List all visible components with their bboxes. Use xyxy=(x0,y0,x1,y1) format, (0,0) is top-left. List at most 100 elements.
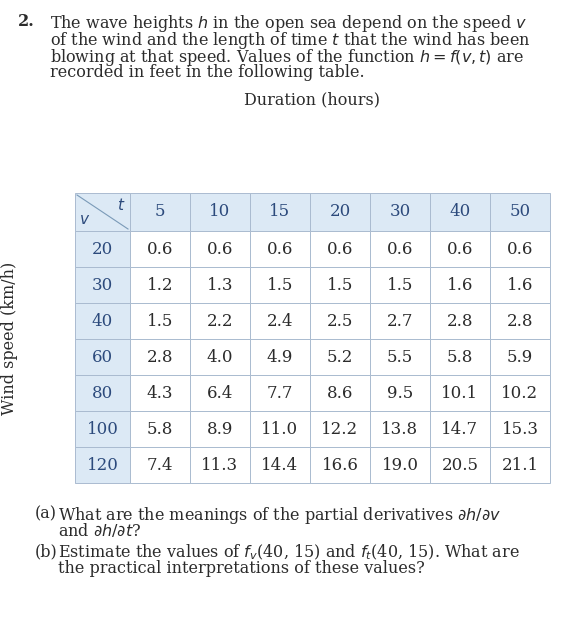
Text: 10.1: 10.1 xyxy=(442,384,479,401)
Bar xyxy=(430,193,490,231)
Bar xyxy=(310,303,370,339)
Text: 10.2: 10.2 xyxy=(501,384,539,401)
Text: 80: 80 xyxy=(92,384,113,401)
Text: 11.0: 11.0 xyxy=(261,421,299,437)
Bar xyxy=(490,193,550,231)
Bar xyxy=(430,375,490,411)
Text: 1.2: 1.2 xyxy=(147,277,173,293)
Text: 120: 120 xyxy=(86,457,118,473)
Bar xyxy=(370,267,430,303)
Text: 14.4: 14.4 xyxy=(261,457,299,473)
Text: Wind speed (km/h): Wind speed (km/h) xyxy=(2,262,19,415)
Text: 0.6: 0.6 xyxy=(507,240,533,257)
Bar xyxy=(310,375,370,411)
Text: 5.8: 5.8 xyxy=(147,421,173,437)
Text: blowing at that speed. Values of the function $h = f(v, t)$ are: blowing at that speed. Values of the fun… xyxy=(50,47,524,68)
Bar xyxy=(130,267,190,303)
Bar xyxy=(130,231,190,267)
Text: 5.2: 5.2 xyxy=(327,348,353,366)
Bar xyxy=(370,411,430,447)
Text: 2.8: 2.8 xyxy=(447,313,473,330)
Bar xyxy=(190,339,250,375)
Bar xyxy=(75,375,130,411)
Bar xyxy=(370,193,430,231)
Text: 2.5: 2.5 xyxy=(327,313,353,330)
Text: 5.8: 5.8 xyxy=(447,348,473,366)
Bar xyxy=(130,339,190,375)
Bar xyxy=(190,267,250,303)
Text: 2.4: 2.4 xyxy=(267,313,293,330)
Text: 11.3: 11.3 xyxy=(201,457,238,473)
Text: 14.7: 14.7 xyxy=(442,421,479,437)
Text: 30: 30 xyxy=(389,204,411,221)
Text: 4.0: 4.0 xyxy=(207,348,233,366)
Text: 2.2: 2.2 xyxy=(207,313,233,330)
Bar xyxy=(75,447,130,483)
Text: 7.4: 7.4 xyxy=(147,457,173,473)
Bar xyxy=(430,447,490,483)
Bar xyxy=(430,231,490,267)
Text: 4.9: 4.9 xyxy=(267,348,293,366)
Bar xyxy=(130,375,190,411)
Text: $v$: $v$ xyxy=(79,213,90,227)
Bar xyxy=(190,231,250,267)
Text: 100: 100 xyxy=(86,421,118,437)
Text: 1.3: 1.3 xyxy=(207,277,233,293)
Bar xyxy=(490,375,550,411)
Bar xyxy=(490,447,550,483)
Text: $t$: $t$ xyxy=(117,197,125,213)
Text: 1.5: 1.5 xyxy=(387,277,413,293)
Text: 30: 30 xyxy=(92,277,113,293)
Text: of the wind and the length of time $t$ that the wind has been: of the wind and the length of time $t$ t… xyxy=(50,30,531,51)
Bar xyxy=(75,193,130,231)
Text: The wave heights $h$ in the open sea depend on the speed $v$: The wave heights $h$ in the open sea dep… xyxy=(50,13,527,34)
Bar xyxy=(130,447,190,483)
Bar xyxy=(310,267,370,303)
Text: 5: 5 xyxy=(155,204,165,221)
Bar xyxy=(130,193,190,231)
Bar xyxy=(250,411,310,447)
Text: 5.9: 5.9 xyxy=(507,348,533,366)
Text: 1.5: 1.5 xyxy=(267,277,293,293)
Bar xyxy=(250,339,310,375)
Bar xyxy=(310,411,370,447)
Text: 1.6: 1.6 xyxy=(447,277,473,293)
Text: 2.7: 2.7 xyxy=(387,313,413,330)
Text: 16.6: 16.6 xyxy=(321,457,358,473)
Bar xyxy=(310,193,370,231)
Text: 21.1: 21.1 xyxy=(501,457,539,473)
Bar xyxy=(75,303,130,339)
Text: 20: 20 xyxy=(329,204,351,221)
Bar xyxy=(190,303,250,339)
Bar xyxy=(430,411,490,447)
Bar xyxy=(490,411,550,447)
Bar xyxy=(250,375,310,411)
Text: 7.7: 7.7 xyxy=(267,384,293,401)
Text: and $\partial h/\partial t$?: and $\partial h/\partial t$? xyxy=(58,522,142,540)
Text: 0.6: 0.6 xyxy=(327,240,353,257)
Bar xyxy=(370,231,430,267)
Text: 1.5: 1.5 xyxy=(327,277,353,293)
Text: the practical interpretations of these values?: the practical interpretations of these v… xyxy=(58,560,424,577)
Text: 10: 10 xyxy=(209,204,230,221)
Text: 9.5: 9.5 xyxy=(387,384,413,401)
Bar xyxy=(190,411,250,447)
Bar xyxy=(430,267,490,303)
Text: 0.6: 0.6 xyxy=(447,240,473,257)
Bar xyxy=(250,193,310,231)
Text: 1.5: 1.5 xyxy=(147,313,173,330)
Bar xyxy=(250,447,310,483)
Bar xyxy=(250,303,310,339)
Bar xyxy=(430,339,490,375)
Text: 15: 15 xyxy=(270,204,291,221)
Text: 12.2: 12.2 xyxy=(321,421,358,437)
Bar xyxy=(370,447,430,483)
Text: 4.3: 4.3 xyxy=(147,384,173,401)
Bar xyxy=(310,447,370,483)
Bar xyxy=(490,231,550,267)
Bar xyxy=(250,267,310,303)
Text: 19.0: 19.0 xyxy=(381,457,419,473)
Text: 0.6: 0.6 xyxy=(267,240,293,257)
Bar xyxy=(490,303,550,339)
Text: (b): (b) xyxy=(35,543,57,560)
